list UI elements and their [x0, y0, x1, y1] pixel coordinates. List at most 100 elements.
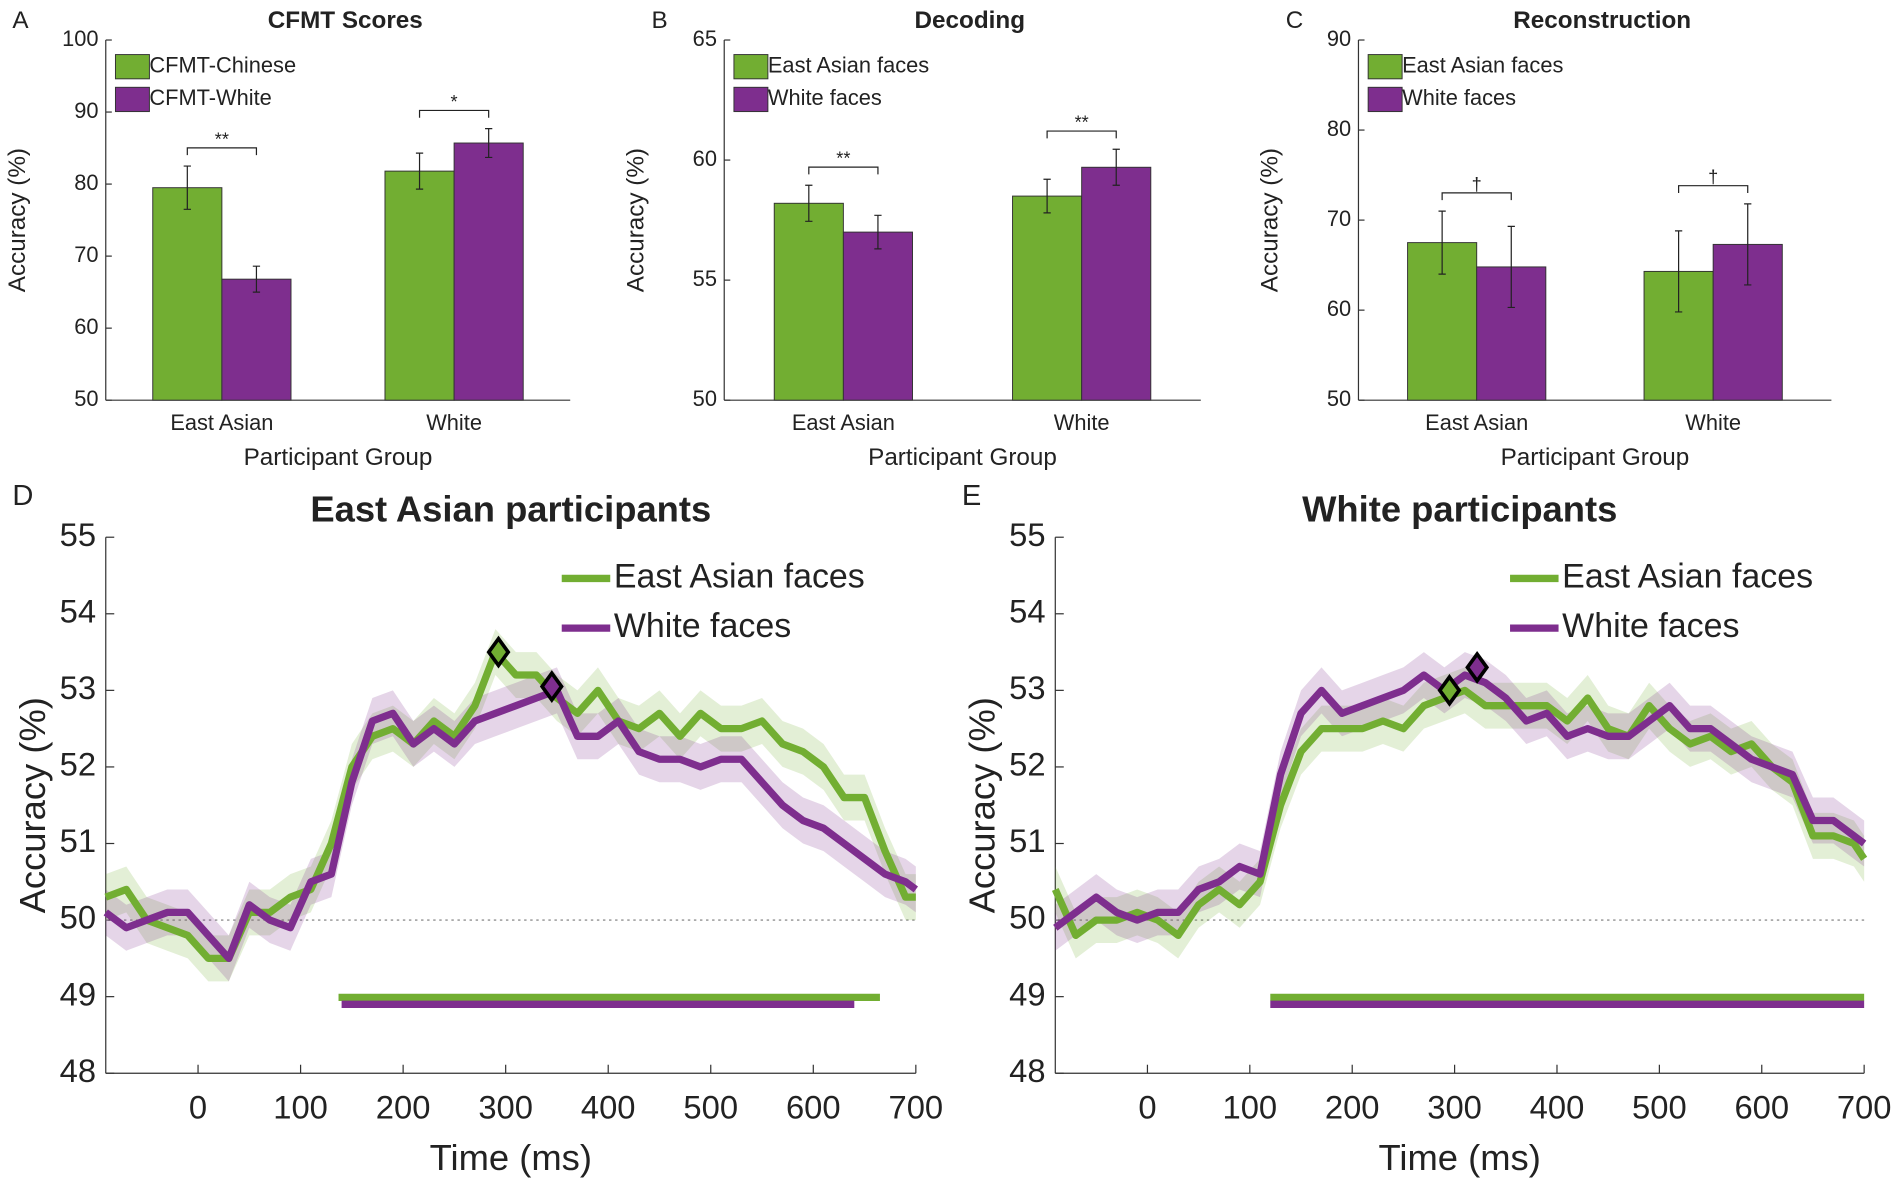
chart-title: White participants	[1302, 488, 1617, 529]
bar	[384, 170, 455, 401]
chart-title: Decoding	[915, 7, 1025, 34]
x-tick-label: White	[1685, 410, 1741, 435]
x-tick-label: 700	[1837, 1088, 1892, 1125]
y-axis-label: Accuracy (%)	[4, 148, 31, 292]
bar	[773, 202, 844, 401]
y-tick-label: 53	[1009, 669, 1045, 706]
error-bar	[1507, 225, 1515, 309]
y-axis-label: Accuracy (%)	[622, 148, 649, 292]
panel-label: E	[962, 480, 981, 512]
y-tick-label: 52	[60, 746, 96, 783]
peak-marker	[486, 635, 511, 669]
bar	[152, 187, 223, 401]
y-tick-label: 100	[62, 26, 98, 51]
y-tick-label: 65	[693, 26, 717, 51]
y-tick-label: 50	[1009, 899, 1045, 936]
error-bar	[1112, 148, 1120, 186]
bar	[1012, 195, 1083, 401]
x-tick-label: 600	[786, 1088, 841, 1125]
legend-swatch	[1367, 86, 1403, 113]
significance-bracket	[808, 166, 879, 175]
bar	[221, 278, 292, 401]
significance-bracket	[1441, 192, 1512, 201]
x-axis-label: Time (ms)	[430, 1137, 592, 1178]
y-tick-label: 54	[1009, 592, 1045, 629]
y-tick-label: 55	[1009, 516, 1045, 553]
x-tick-label: East Asian	[170, 410, 273, 435]
legend-label: East Asian faces	[1402, 52, 1563, 77]
significance-bracket	[1678, 185, 1749, 193]
y-tick-label: 50	[74, 386, 98, 411]
y-tick-label: 52	[1009, 746, 1045, 783]
y-tick-label: 50	[60, 899, 96, 936]
legend-label: East Asian faces	[768, 52, 929, 77]
y-tick-label: 54	[60, 592, 96, 629]
y-axis-label: Accuracy (%)	[12, 697, 53, 913]
x-tick-label: East Asian	[1425, 410, 1528, 435]
bar	[1081, 166, 1152, 401]
y-tick-label: 51	[1009, 822, 1045, 859]
significance-label: **	[215, 129, 229, 149]
y-tick-label: 48	[60, 1052, 96, 1089]
x-tick-label: White	[1054, 410, 1110, 435]
significance-label: *	[451, 92, 458, 112]
x-axis-label: Participant Group	[1501, 444, 1690, 471]
y-tick-label: 60	[74, 314, 98, 339]
x-tick-label: 300	[478, 1088, 533, 1125]
peak-marker	[1437, 673, 1462, 707]
y-tick-label: 55	[693, 266, 717, 291]
y-tick-label: 50	[693, 386, 717, 411]
x-axis-label: Participant Group	[244, 444, 433, 471]
error-band	[1055, 652, 1865, 951]
x-tick-label: 500	[683, 1088, 738, 1125]
y-tick-label: 49	[60, 975, 96, 1012]
legend-swatch	[733, 86, 769, 113]
error-bar	[252, 265, 261, 293]
error-bar	[1744, 203, 1752, 286]
x-tick-label: 200	[1325, 1088, 1380, 1125]
y-axis-label: Accuracy (%)	[1257, 148, 1284, 292]
x-tick-label: 0	[1138, 1088, 1156, 1125]
x-tick-label: 0	[189, 1088, 207, 1125]
bar	[842, 231, 913, 401]
chart-title: Reconstruction	[1513, 7, 1691, 34]
x-tick-label: 100	[273, 1088, 328, 1125]
error-bar	[485, 128, 493, 159]
significance-bracket	[186, 147, 258, 156]
y-tick-label: 80	[1327, 116, 1351, 141]
peak-marker	[539, 670, 564, 703]
significance-bracket	[418, 109, 490, 118]
error-bar	[415, 152, 424, 190]
panel-label: B	[651, 7, 667, 34]
line	[1053, 671, 1867, 931]
significance-label: †	[1708, 167, 1718, 187]
chart-title: East Asian participants	[310, 488, 711, 529]
x-tick-label: East Asian	[792, 410, 895, 435]
significance-label: **	[836, 149, 850, 169]
x-tick-label: 600	[1734, 1088, 1789, 1125]
y-axis-label: Accuracy (%)	[962, 697, 1003, 913]
error-bar	[1043, 178, 1051, 214]
y-tick-label: 90	[74, 98, 98, 123]
significance-bracket	[1046, 130, 1117, 139]
error-bar	[1438, 210, 1446, 275]
panel-label: D	[12, 480, 33, 512]
y-tick-label: 48	[1009, 1052, 1045, 1089]
error-bar	[874, 214, 882, 250]
y-tick-label: 55	[60, 516, 96, 553]
line	[103, 686, 919, 963]
y-tick-label: 60	[1327, 296, 1351, 321]
y-tick-label: 51	[60, 822, 96, 859]
panel-label: C	[1286, 7, 1304, 34]
x-axis-label: Time (ms)	[1379, 1137, 1541, 1178]
x-tick-label: 500	[1632, 1088, 1687, 1125]
panel-label: A	[12, 7, 29, 34]
x-tick-label: 100	[1223, 1088, 1278, 1125]
peak-marker	[1465, 650, 1490, 684]
error-bar	[183, 165, 191, 210]
x-axis-label: Participant Group	[868, 444, 1057, 471]
x-tick-label: 200	[376, 1088, 431, 1125]
y-tick-label: 70	[74, 242, 98, 267]
legend-label: East Asian faces	[1562, 557, 1813, 595]
legend-swatch	[1367, 54, 1403, 80]
